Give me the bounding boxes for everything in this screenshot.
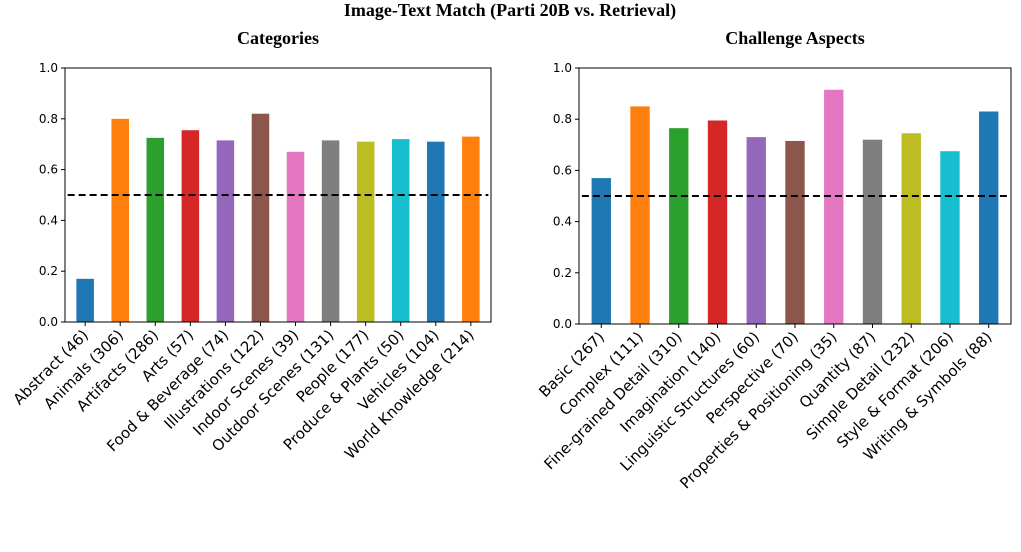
bar — [979, 111, 999, 325]
bar — [940, 151, 960, 324]
axes-frame — [578, 67, 1012, 325]
y-tick-label: 1.0 — [39, 61, 58, 75]
bar — [251, 113, 270, 322]
y-tick-label: 0.2 — [39, 264, 58, 278]
bar — [462, 136, 480, 322]
y-tick-label: 0.6 — [39, 163, 58, 177]
chart-title: Categories — [237, 28, 319, 48]
bar — [181, 130, 200, 322]
chart-title: Challenge Aspects — [725, 28, 865, 48]
bar — [216, 140, 235, 322]
y-tick-label: 1.0 — [553, 61, 572, 75]
bar — [901, 133, 921, 324]
bar — [76, 278, 94, 322]
bar — [746, 137, 766, 324]
y-tick-label: 0.0 — [553, 317, 572, 331]
y-tick-label: 0.8 — [39, 112, 58, 126]
bar — [391, 139, 410, 322]
bar — [427, 141, 445, 322]
y-tick-label: 0.0 — [39, 315, 58, 329]
bar — [146, 137, 165, 322]
bar — [111, 118, 129, 322]
y-tick-label: 0.8 — [553, 112, 572, 126]
bar — [356, 141, 375, 322]
bar — [707, 120, 728, 324]
bar — [824, 89, 844, 324]
bar — [785, 140, 805, 324]
y-tick-label: 0.2 — [553, 266, 572, 280]
y-tick-label: 0.4 — [39, 213, 58, 227]
y-tick-label: 0.4 — [553, 215, 572, 229]
bar — [286, 151, 305, 322]
figure-title: Image-Text Match (Parti 20B vs. Retrieva… — [344, 0, 676, 21]
y-tick-label: 0.6 — [553, 163, 572, 177]
bar — [669, 128, 689, 324]
bar — [591, 178, 611, 324]
axes-frame — [64, 67, 492, 323]
bar — [321, 140, 340, 322]
bar — [862, 139, 883, 324]
bar — [630, 106, 650, 325]
